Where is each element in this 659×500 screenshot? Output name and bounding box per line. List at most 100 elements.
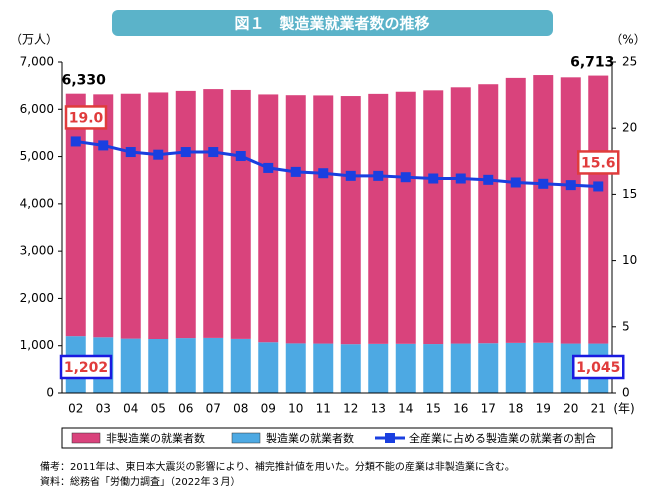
data-label: 1,202 xyxy=(64,360,108,376)
data-label: 1,045 xyxy=(576,360,620,376)
y2-axis-label: （%） xyxy=(610,33,645,47)
bar xyxy=(588,75,609,344)
y-tick-label: 3,000 xyxy=(20,244,54,258)
marker xyxy=(290,166,301,177)
x-tick-label: 19 xyxy=(536,402,551,416)
x-tick-label: 03 xyxy=(96,402,111,416)
y-tick-label: 7,000 xyxy=(20,55,54,69)
y-tick-label: 6,000 xyxy=(20,102,54,116)
legend-marker xyxy=(385,433,395,443)
bar xyxy=(175,338,196,393)
y2-tick-label: 25 xyxy=(622,55,637,69)
bar xyxy=(203,337,224,393)
data-label: 19.0 xyxy=(69,110,104,126)
bar xyxy=(230,338,251,393)
bar xyxy=(203,89,224,338)
bar xyxy=(120,338,141,393)
marker xyxy=(483,174,494,185)
marker xyxy=(345,170,356,181)
bar xyxy=(65,93,86,337)
marker xyxy=(263,162,274,173)
marker xyxy=(180,147,191,158)
x-tick-label: 13 xyxy=(371,402,386,416)
bar xyxy=(395,343,416,393)
x-tick-label: 15 xyxy=(426,402,441,416)
x-axis-label: (年) xyxy=(613,402,634,416)
marker xyxy=(538,178,549,189)
bar xyxy=(533,75,554,343)
x-tick-label: 05 xyxy=(151,402,166,416)
marker xyxy=(70,136,81,147)
bar xyxy=(313,95,334,344)
total-label: 6,330 xyxy=(62,73,107,89)
legend-label: 非製造業の就業者数 xyxy=(106,431,205,445)
y2-tick-label: 10 xyxy=(622,253,637,267)
legend-swatch xyxy=(231,432,261,444)
label-box xyxy=(59,354,113,380)
marker xyxy=(235,151,246,162)
bar xyxy=(423,90,444,345)
note: 備考：2011年は、東日本大震災の影響により、補完推計値を用いた。分類不能の産業… xyxy=(40,460,515,473)
bar xyxy=(340,344,361,393)
bar xyxy=(478,343,499,393)
y2-tick-label: 20 xyxy=(622,121,637,135)
y-tick-label: 4,000 xyxy=(20,196,54,210)
note: 資料：総務省「労働力調査」（2022年３月） xyxy=(40,475,240,488)
bar xyxy=(230,89,251,339)
chart-title: 図１ 製造業就業者数の推移 xyxy=(234,15,429,33)
bar xyxy=(478,84,499,344)
bar xyxy=(505,77,526,343)
bar xyxy=(395,91,416,344)
y-tick-label: 0 xyxy=(46,386,54,400)
legend-box xyxy=(61,427,613,449)
x-tick-label: 21 xyxy=(591,402,606,416)
bar xyxy=(148,92,169,339)
marker xyxy=(208,147,219,158)
x-tick-label: 02 xyxy=(68,402,83,416)
x-tick-label: 09 xyxy=(261,402,276,416)
bar xyxy=(313,343,334,393)
x-tick-label: 10 xyxy=(288,402,303,416)
marker xyxy=(428,173,439,184)
marker xyxy=(565,180,576,191)
data-label: 15.6 xyxy=(581,155,616,171)
y-tick-label: 5,000 xyxy=(20,149,54,163)
x-tick-label: 04 xyxy=(123,402,138,416)
bar xyxy=(93,94,114,338)
marker xyxy=(593,181,604,192)
marker xyxy=(318,168,329,179)
x-tick-label: 11 xyxy=(316,402,331,416)
bar xyxy=(450,87,471,344)
legend-label: 製造業の就業者数 xyxy=(266,431,354,445)
x-tick-label: 18 xyxy=(508,402,523,416)
legend-swatch xyxy=(71,432,101,444)
bar xyxy=(120,93,141,339)
bar xyxy=(258,342,279,393)
x-tick-label: 07 xyxy=(206,402,221,416)
x-tick-label: 14 xyxy=(398,402,413,416)
y2-tick-label: 15 xyxy=(622,187,637,201)
bar xyxy=(368,343,389,393)
bar xyxy=(423,344,444,393)
bar xyxy=(285,95,306,344)
title-banner xyxy=(112,10,553,36)
label-box xyxy=(577,150,620,175)
y2-tick-label: 5 xyxy=(622,319,630,333)
marker xyxy=(153,149,164,160)
bar xyxy=(285,343,306,393)
bar xyxy=(148,338,169,393)
bar xyxy=(505,342,526,393)
bar xyxy=(533,342,554,393)
marker xyxy=(125,147,136,158)
bar xyxy=(560,77,581,344)
bar xyxy=(175,90,196,339)
bar xyxy=(368,93,389,344)
label-box xyxy=(572,354,625,380)
x-tick-label: 08 xyxy=(233,402,248,416)
x-tick-label: 17 xyxy=(481,402,496,416)
marker xyxy=(400,172,411,183)
x-tick-label: 16 xyxy=(453,402,468,416)
x-tick-label: 12 xyxy=(343,402,358,416)
y-axis-label: （万人） xyxy=(10,33,58,47)
